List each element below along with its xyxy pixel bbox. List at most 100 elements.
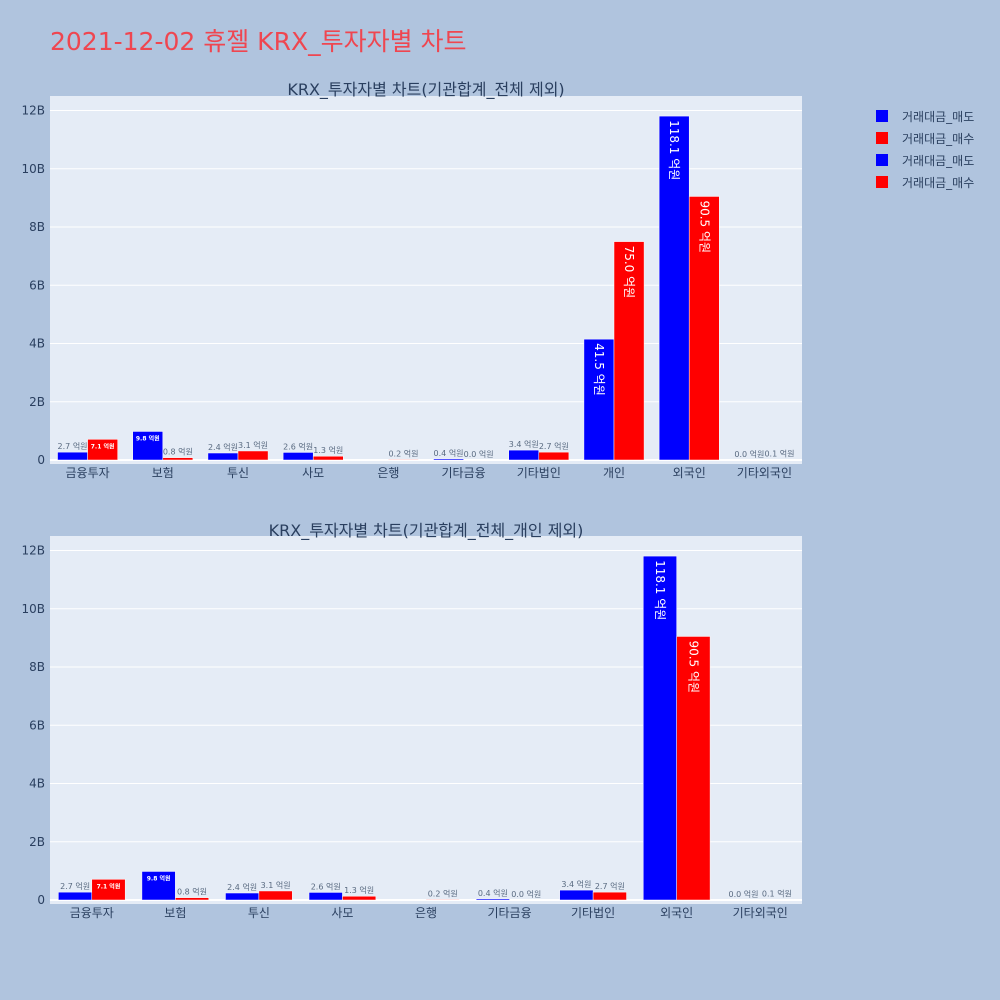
x-tick-label: 기타외국인 <box>737 466 792 480</box>
x-tick-label: 외국인 <box>660 906 693 920</box>
bar-value-label: 2.6 억원 <box>311 881 341 891</box>
bar-value-label: 90.5 억원 <box>686 640 700 693</box>
bar-value-label: 90.5 억원 <box>697 200 711 253</box>
bar <box>342 895 377 901</box>
legend-swatch-icon <box>876 154 888 166</box>
bar-value-label: 7.1 억원 <box>91 442 115 450</box>
bar-value-label: 118.1 억원 <box>653 560 667 620</box>
chart-1: KRX_투자자별 차트(기관합계_전체 제외) 0 2B 4B 6B 8B 10B 12B 금융… <box>21 80 802 480</box>
bar-value-label: 3.1 억원 <box>238 440 268 450</box>
bar <box>688 196 720 461</box>
bar <box>162 457 194 461</box>
x-tick-label: 은행 <box>415 905 437 920</box>
y-tick-label: 0 <box>37 893 45 907</box>
x-tick-label: 은행 <box>377 465 399 480</box>
bar <box>207 452 239 461</box>
legend-item[interactable]: 거래대금_매수 <box>876 128 974 148</box>
x-tick-label: 보험 <box>152 466 174 480</box>
bar-value-label: 1.3 억원 <box>313 445 343 455</box>
legend[interactable]: 거래대금_매도 거래대금_매수 거래대금_매도 거래대금_매수 <box>876 106 974 194</box>
y-tick-label: 12B <box>21 104 45 118</box>
y-tick-label: 10B <box>21 602 45 616</box>
bar <box>425 899 460 901</box>
bar-value-label: 118.1 억원 <box>667 120 681 180</box>
bar <box>282 452 314 461</box>
legend-item[interactable]: 거래대금_매도 <box>876 106 974 126</box>
bar <box>91 879 126 901</box>
bar <box>141 871 176 901</box>
bar-value-label: 0.4 억원 <box>434 448 464 458</box>
bar-value-label: 2.6 억원 <box>283 441 313 451</box>
bar-value-label: 0.0 억원 <box>729 889 759 899</box>
legend-label: 거래대금_매도 <box>902 109 975 124</box>
bar-value-label: 9.8 억원 <box>147 874 171 882</box>
bar-value-label: 2.7 억원 <box>595 881 625 891</box>
x-tick-label: 금융투자 <box>70 906 114 920</box>
bar <box>237 450 269 461</box>
x-tick-label: 기타법인 <box>517 466 561 480</box>
bar <box>58 891 93 901</box>
bar-value-label: 75.0 억원 <box>622 246 636 299</box>
bar <box>583 338 615 461</box>
bar <box>175 897 210 901</box>
y-tick-label: 4B <box>29 777 45 791</box>
bar-value-label: 3.4 억원 <box>561 879 591 889</box>
bar <box>312 455 344 461</box>
bar <box>388 459 419 461</box>
page-title: 2021-12-02 휴젤 KRX_투자자별 차트 <box>50 27 467 56</box>
legend-swatch-icon <box>876 110 888 122</box>
bar-value-label: 0.2 억원 <box>388 448 418 458</box>
x-tick-label: 기타법인 <box>571 906 615 920</box>
legend-item[interactable]: 거래대금_매수 <box>876 172 974 192</box>
bar-value-label: 7.1 억원 <box>97 882 121 890</box>
y-tick-label: 8B <box>29 220 45 234</box>
bar-value-label: 0.4 억원 <box>478 888 508 898</box>
y-tick-label: 2B <box>29 395 45 409</box>
x-tick-label: 외국인 <box>673 466 706 480</box>
legend-swatch-icon <box>876 176 888 188</box>
bar-value-label: 2.4 억원 <box>227 882 257 892</box>
legend-label: 거래대금_매수 <box>902 131 975 146</box>
bar-value-label: 0.0 억원 <box>511 889 541 899</box>
bar <box>559 889 594 901</box>
bar <box>132 431 164 461</box>
y-tick-label: 6B <box>29 278 45 292</box>
bar-value-label: 3.4 억원 <box>509 439 539 449</box>
x-tick-label: 금융투자 <box>66 466 110 480</box>
bar-value-label: 1.3 억원 <box>344 885 374 895</box>
x-tick-label: 기타금융 <box>442 466 486 480</box>
legend-swatch-icon <box>876 132 888 144</box>
bar-value-label: 0.2 억원 <box>428 888 458 898</box>
chart-2: KRX_투자자별 차트(기관합계_전체_개인 제외) 0 2B 4B 6B 8B 10B 12… <box>21 521 802 920</box>
legend-item[interactable]: 거래대금_매도 <box>876 150 974 170</box>
bar-value-label: 0.1 억원 <box>764 449 794 459</box>
bar <box>642 555 677 901</box>
x-tick-label: 투신 <box>248 906 270 920</box>
bar-value-label: 0.0 억원 <box>464 449 494 459</box>
bar <box>658 115 690 461</box>
bar-value-label: 0.0 억원 <box>734 449 764 459</box>
bar-value-label: 9.8 억원 <box>136 434 160 442</box>
bar <box>538 451 570 461</box>
x-tick-label: 투신 <box>227 466 249 480</box>
x-tick-label: 사모 <box>331 906 353 920</box>
bar <box>433 458 464 461</box>
bar <box>308 892 343 901</box>
bar <box>87 439 118 461</box>
legend-label: 거래대금_매수 <box>902 175 975 190</box>
bar <box>225 892 260 901</box>
bar-value-label: 0.8 억원 <box>177 887 207 897</box>
x-tick-label: 보험 <box>164 906 186 920</box>
x-tick-label: 사모 <box>302 466 324 480</box>
y-tick-label: 2B <box>29 835 45 849</box>
bar-value-label: 2.7 억원 <box>539 441 569 451</box>
bar <box>258 890 293 901</box>
x-tick-label: 기타외국인 <box>733 906 788 920</box>
y-tick-label: 0 <box>37 453 45 467</box>
bar-value-label: 2.7 억원 <box>60 881 90 891</box>
bar-value-label: 41.5 억원 <box>592 343 606 396</box>
bar <box>508 449 540 461</box>
y-tick-label: 4B <box>29 337 45 351</box>
bar <box>592 891 627 901</box>
